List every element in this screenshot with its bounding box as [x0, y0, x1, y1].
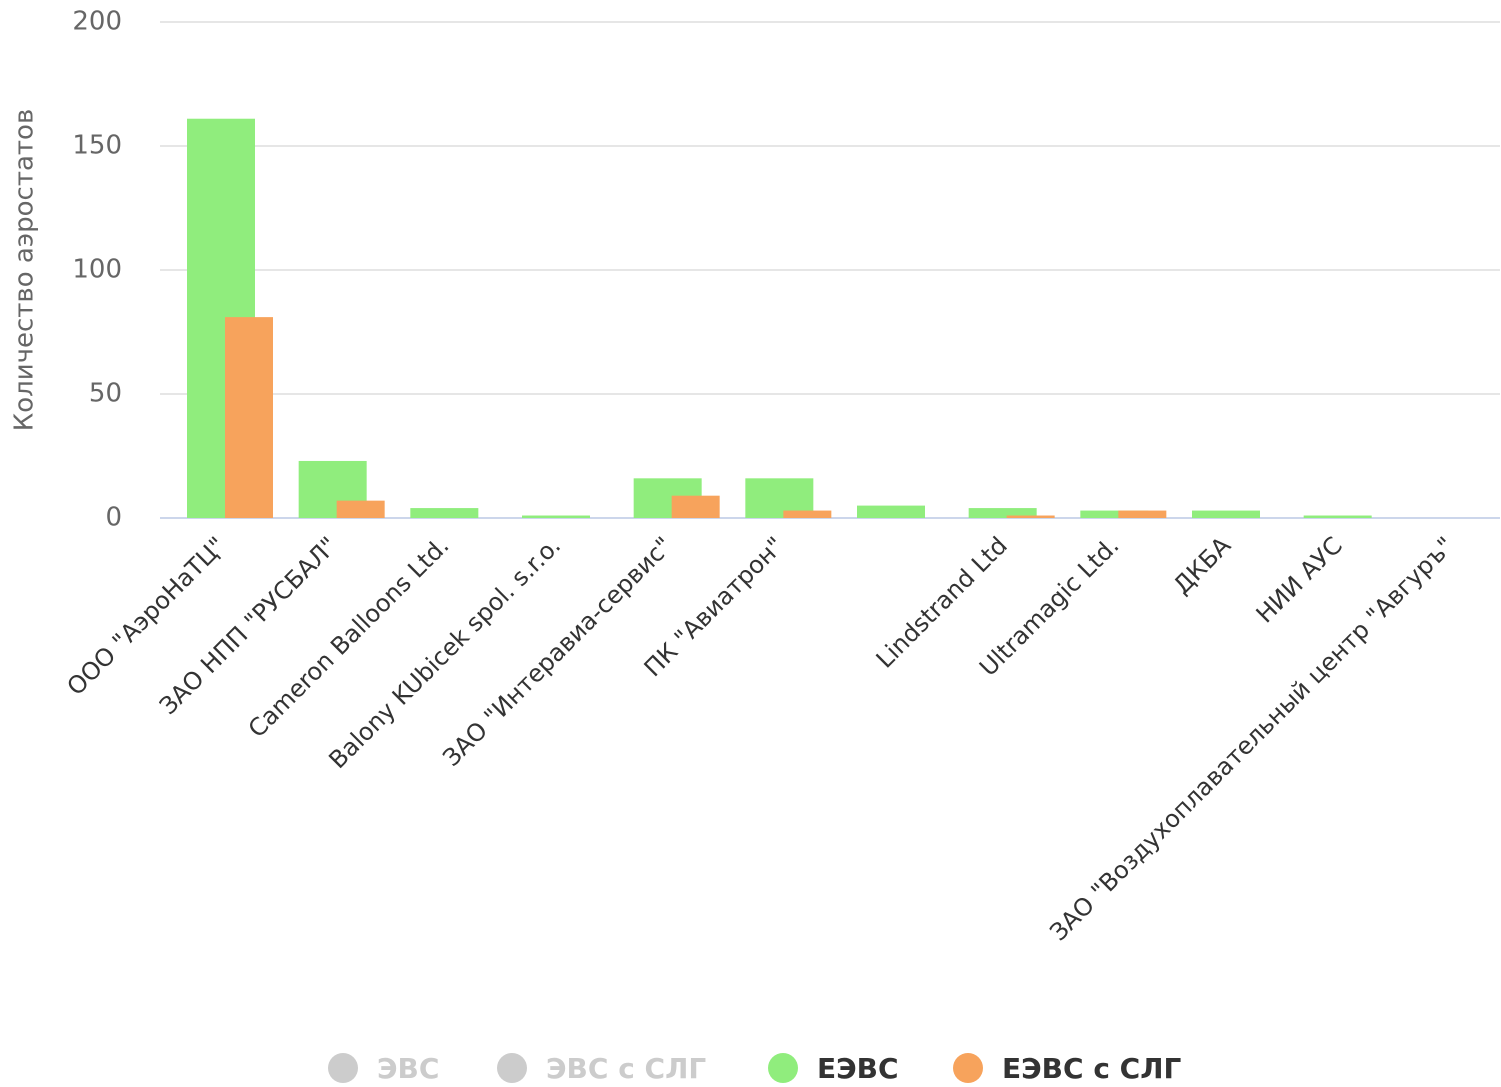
bar: [336, 500, 385, 518]
bar: [1080, 510, 1149, 518]
x-tick-label: ЗАО "Воздухоплавательный центр "Авгуръ": [1044, 531, 1459, 946]
bar: [1192, 510, 1260, 518]
x-tick-label: НИИ АУС: [1251, 531, 1348, 628]
x-tick-label: ДКБА: [1168, 531, 1237, 600]
y-axis-title: Количество аэростатов: [10, 109, 40, 432]
legend-label[interactable]: ЭВС с СЛГ: [546, 1052, 706, 1085]
x-tick-label: Cameron Balloons Ltd.: [243, 531, 455, 743]
bar: [522, 515, 590, 518]
bar: [1118, 510, 1167, 518]
legend-label[interactable]: ЭВС: [377, 1052, 439, 1085]
legend-label[interactable]: ЕЭВС: [817, 1052, 899, 1085]
y-tick-label: 200: [72, 7, 122, 37]
x-tick-label: ЗАО "Интеравиа-сервис": [437, 531, 677, 771]
y-tick-label: 50: [89, 379, 122, 409]
x-tick-label: Balony KUbicek spol. s.r.o.: [323, 531, 566, 774]
bar: [783, 510, 832, 518]
bar: [225, 317, 273, 518]
legend-marker[interactable]: [768, 1053, 798, 1083]
bar: [857, 505, 925, 518]
legend-marker[interactable]: [497, 1053, 527, 1083]
bar: [671, 495, 720, 518]
bar: [1006, 515, 1055, 518]
bar: [1303, 515, 1372, 518]
y-tick-label: 100: [72, 255, 122, 285]
y-tick-label: 150: [72, 131, 122, 161]
legend-marker[interactable]: [328, 1053, 358, 1083]
legend-label[interactable]: ЕЭВС с СЛГ: [1002, 1052, 1181, 1085]
bar: [410, 508, 479, 518]
y-tick-label: 0: [105, 503, 122, 533]
legend-marker[interactable]: [953, 1053, 983, 1083]
bar: [968, 508, 1037, 518]
